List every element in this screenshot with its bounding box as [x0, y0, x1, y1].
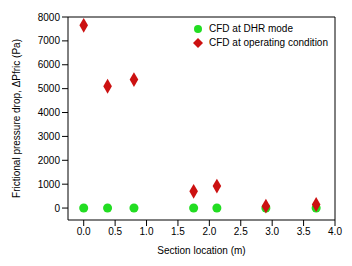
svg-text:1000: 1000 — [38, 179, 61, 190]
svg-text:1.5: 1.5 — [171, 226, 185, 237]
svg-text:8000: 8000 — [38, 12, 61, 23]
svg-text:0: 0 — [54, 203, 60, 214]
svg-text:3000: 3000 — [38, 131, 61, 142]
svg-text:1.0: 1.0 — [140, 226, 154, 237]
svg-text:0.5: 0.5 — [108, 226, 122, 237]
svg-text:0.0: 0.0 — [77, 226, 91, 237]
svg-text:2000: 2000 — [38, 155, 61, 166]
svg-text:6000: 6000 — [38, 59, 61, 70]
html-text:CFD at DHR mode: CFD at DHR mode — [209, 23, 293, 34]
html-text:CFD at operating condition: CFD at operating condition — [209, 37, 328, 48]
svg-text:4000: 4000 — [38, 107, 61, 118]
svg-text:3.5: 3.5 — [297, 226, 311, 237]
svg-text:5000: 5000 — [38, 83, 61, 94]
svg-text:4.0: 4.0 — [328, 226, 342, 237]
svg-text:2.0: 2.0 — [202, 226, 216, 237]
svg-text:3.0: 3.0 — [265, 226, 279, 237]
svg-text:2.5: 2.5 — [234, 226, 248, 237]
svg-text:Frictional pressure drop, ΔPfr: Frictional pressure drop, ΔPfric (Pa) — [11, 39, 22, 198]
svg-text:Section location (m): Section location (m) — [157, 245, 245, 256]
svg-text:7000: 7000 — [38, 35, 61, 46]
